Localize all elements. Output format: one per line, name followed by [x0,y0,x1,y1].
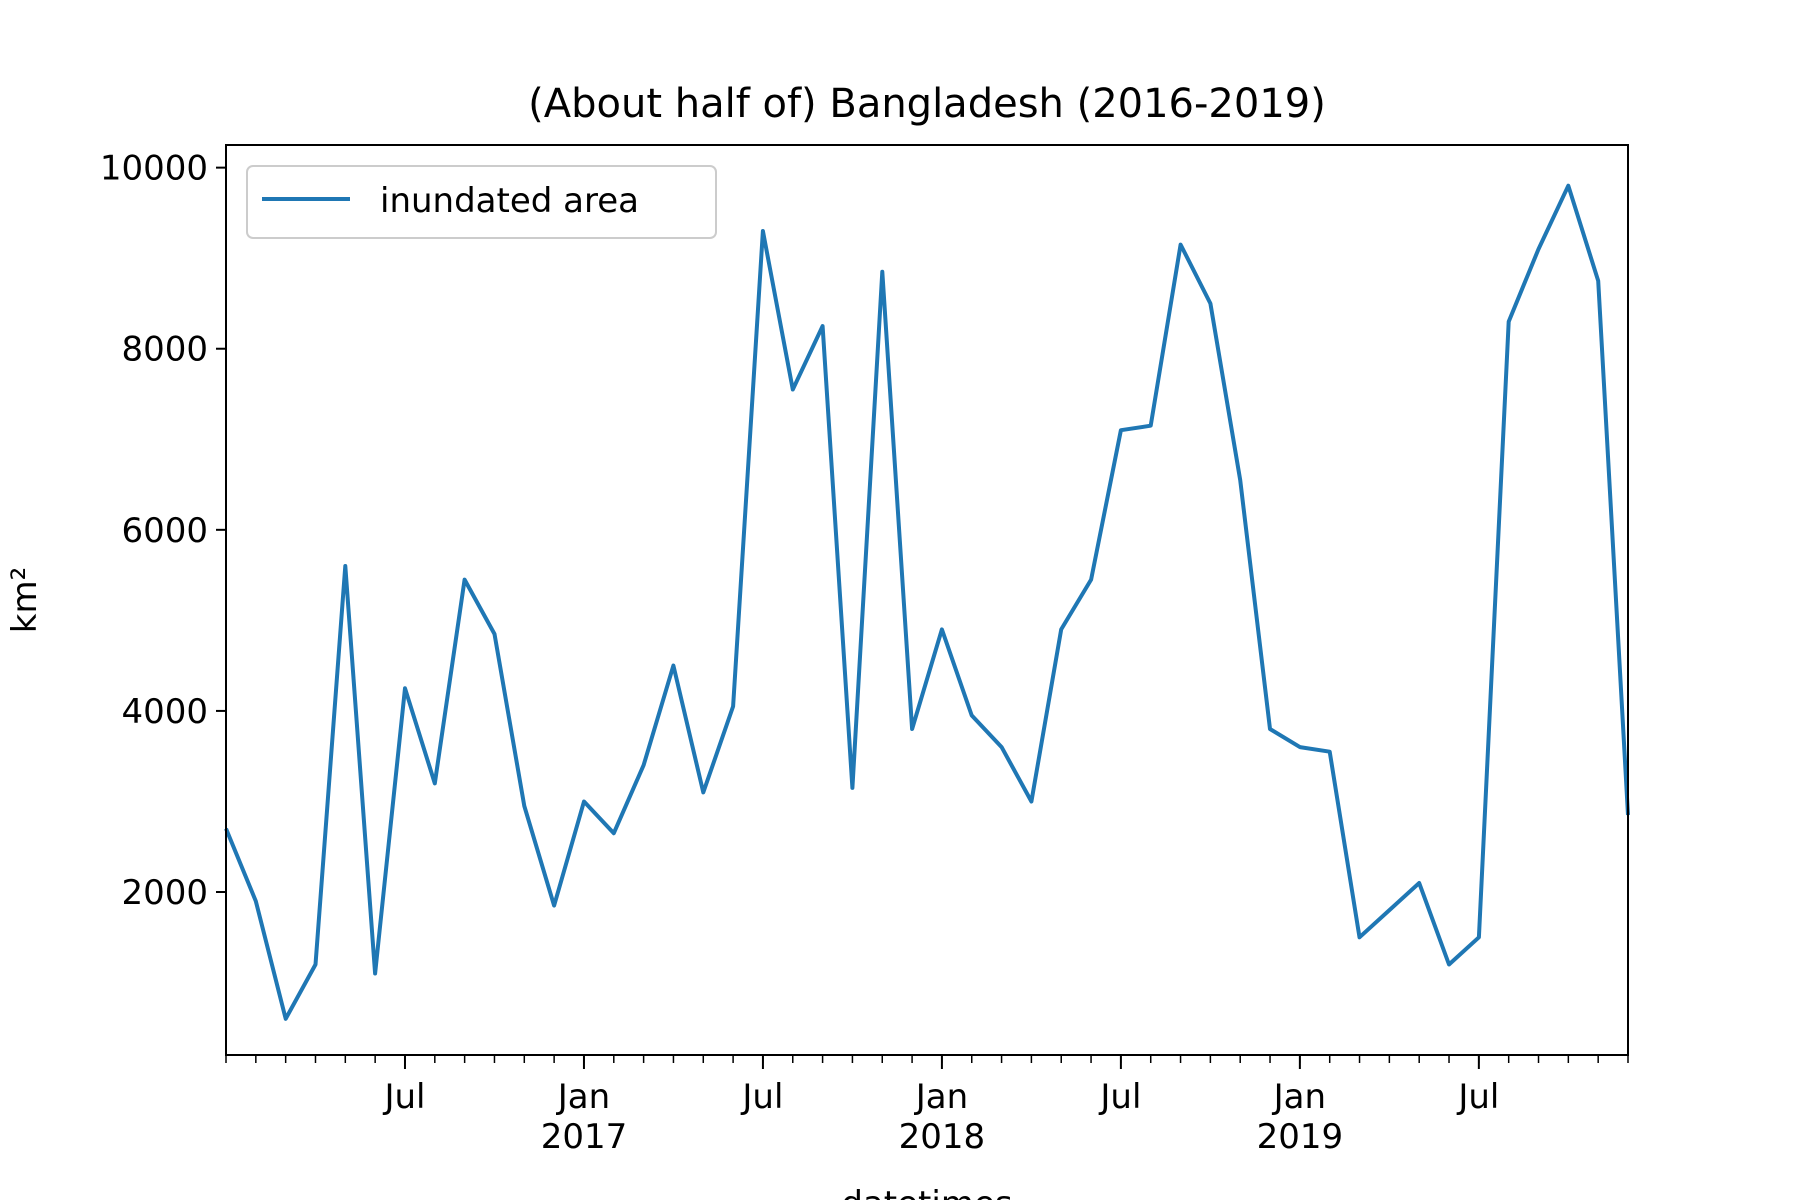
x-tick-label: Jan [914,1077,968,1117]
x-tick-year-label: 2018 [899,1117,986,1157]
x-tick-label: Jan [1272,1077,1326,1117]
legend-entry-inundated-area: inundated area [380,181,639,221]
y-axis-label: km² [5,567,45,633]
x-tick-label: Jul [1456,1077,1499,1117]
legend: inundated area [246,165,717,239]
y-tick-label: 4000 [121,692,208,732]
x-tick-year-label: 2017 [541,1117,628,1157]
series-line-inundated-area [224,183,1630,1021]
y-tick-label: 8000 [121,330,208,370]
x-tick-label: Jul [382,1077,425,1117]
x-tick-label: Jul [1098,1077,1141,1117]
y-tick-label: 2000 [121,873,208,913]
x-axis-label: datetimes [841,1184,1012,1200]
x-tick-year-label: 2019 [1257,1117,1344,1157]
legend-box [246,165,717,239]
y-tick-label: 6000 [121,511,208,551]
chart-title: (About half of) Bangladesh (2016-2019) [528,81,1326,127]
y-tick-label: 10000 [100,149,208,189]
plot-frame [225,144,1629,1056]
x-tick-label: Jan [556,1077,610,1117]
x-tick-label: Jul [740,1077,783,1117]
